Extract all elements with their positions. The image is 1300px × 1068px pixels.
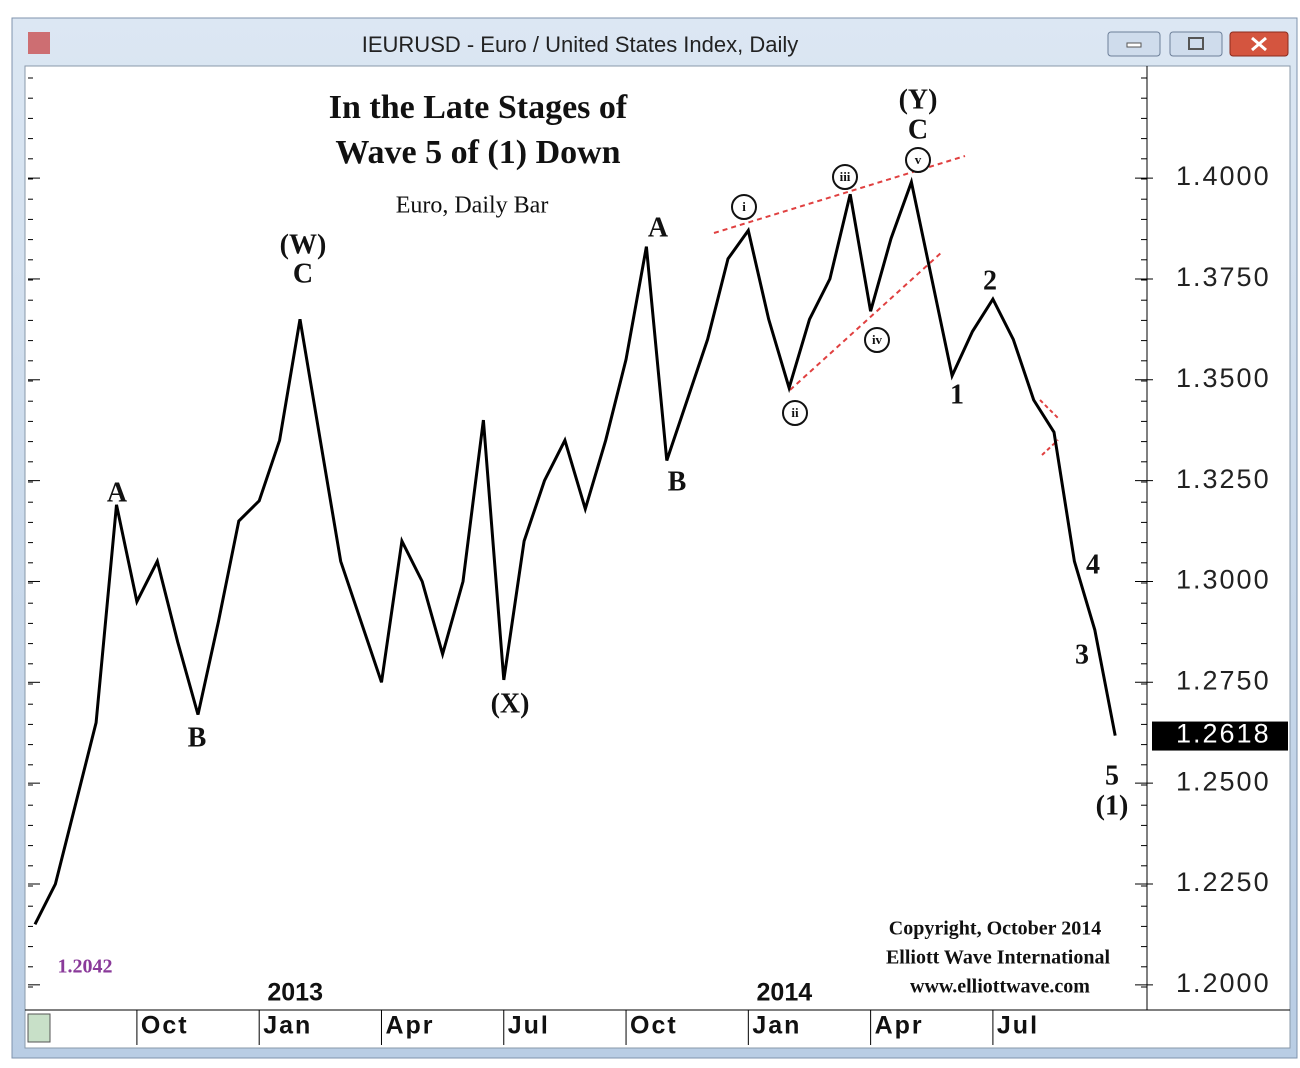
close-icon: [1251, 36, 1267, 52]
last-price-label: 1.2618: [1176, 719, 1271, 749]
wave-label: 5: [1105, 760, 1119, 791]
maximize-icon: [1188, 37, 1204, 50]
wave-label: 1: [950, 379, 964, 410]
wave-label: 3: [1075, 639, 1089, 670]
wave-label: A: [648, 212, 669, 243]
chart-title-line: Wave 5 of (1) Down: [335, 134, 620, 171]
wave-label: B: [188, 722, 207, 753]
x-tick-label: Jul: [508, 1012, 550, 1040]
wave-label: 2: [983, 265, 997, 296]
y-tick-label: 1.2250: [1176, 867, 1271, 897]
y-tick-label: 1.2750: [1176, 665, 1271, 695]
y-tick-label: 1.3750: [1176, 262, 1271, 292]
wave-label: C: [293, 258, 313, 289]
wave-label: (1): [1096, 790, 1129, 821]
wave-label: B: [668, 466, 687, 497]
price-line: [33, 176, 1117, 925]
copyright: www.elliottwave.com: [910, 976, 1090, 998]
corner-box: [27, 1013, 51, 1043]
wave-label: A: [107, 477, 128, 508]
x-tick-label: Apr: [385, 1012, 434, 1040]
x-tick-label: Jul: [997, 1012, 1039, 1040]
minimize-icon: [1126, 42, 1142, 48]
year-label: 2013: [267, 979, 323, 1007]
minor-wave-circle: [782, 400, 808, 426]
x-tick-label: Jan: [263, 1012, 312, 1040]
wave-label: (Y): [899, 84, 938, 115]
y-tick-label: 1.4000: [1176, 161, 1271, 191]
year-label: 2014: [757, 979, 813, 1007]
minor-wave-circle: [905, 147, 931, 173]
x-tick-label: Oct: [630, 1012, 678, 1040]
chart-area: [24, 65, 1291, 1049]
wave-label: 4: [1086, 549, 1100, 580]
last-price-box: [1152, 721, 1288, 751]
wave-label: C: [908, 114, 928, 145]
minor-wave-label: v: [915, 152, 922, 167]
minor-wave-label: iii: [840, 169, 851, 184]
y-tick-label: 1.3500: [1176, 363, 1271, 393]
x-tick-label: Oct: [141, 1012, 189, 1040]
low-label: 1.2042: [58, 956, 113, 978]
wave-label: (X): [491, 688, 530, 719]
y-tick-label: 1.2000: [1176, 968, 1271, 998]
chart-subtitle: Euro, Daily Bar: [396, 193, 549, 219]
wave-label: (W): [280, 229, 327, 260]
y-tick-label: 1.3250: [1176, 464, 1271, 494]
copyright: Copyright, October 2014: [889, 918, 1101, 940]
chart-title-line: In the Late Stages of: [329, 89, 628, 126]
window-title: IEURUSD - Euro / United States Index, Da…: [362, 32, 799, 57]
y-tick-label: 1.3000: [1176, 565, 1271, 595]
minor-wave-label: iv: [872, 332, 883, 347]
minor-wave-label: i: [742, 199, 746, 214]
x-tick-label: Jan: [752, 1012, 801, 1040]
minor-wave-circle: [864, 327, 890, 353]
minor-wave-label: ii: [791, 405, 799, 420]
x-tick-label: Apr: [875, 1012, 924, 1040]
y-tick-label: 1.2500: [1176, 766, 1271, 796]
copyright: Elliott Wave International: [886, 947, 1111, 969]
minor-wave-circle: [731, 194, 757, 220]
app-icon: [28, 32, 50, 54]
minor-wave-circle: [832, 164, 858, 190]
lower-trendline: [789, 251, 943, 391]
maximize-button[interactable]: [1169, 31, 1223, 57]
channel-marks: [1039, 399, 1059, 456]
